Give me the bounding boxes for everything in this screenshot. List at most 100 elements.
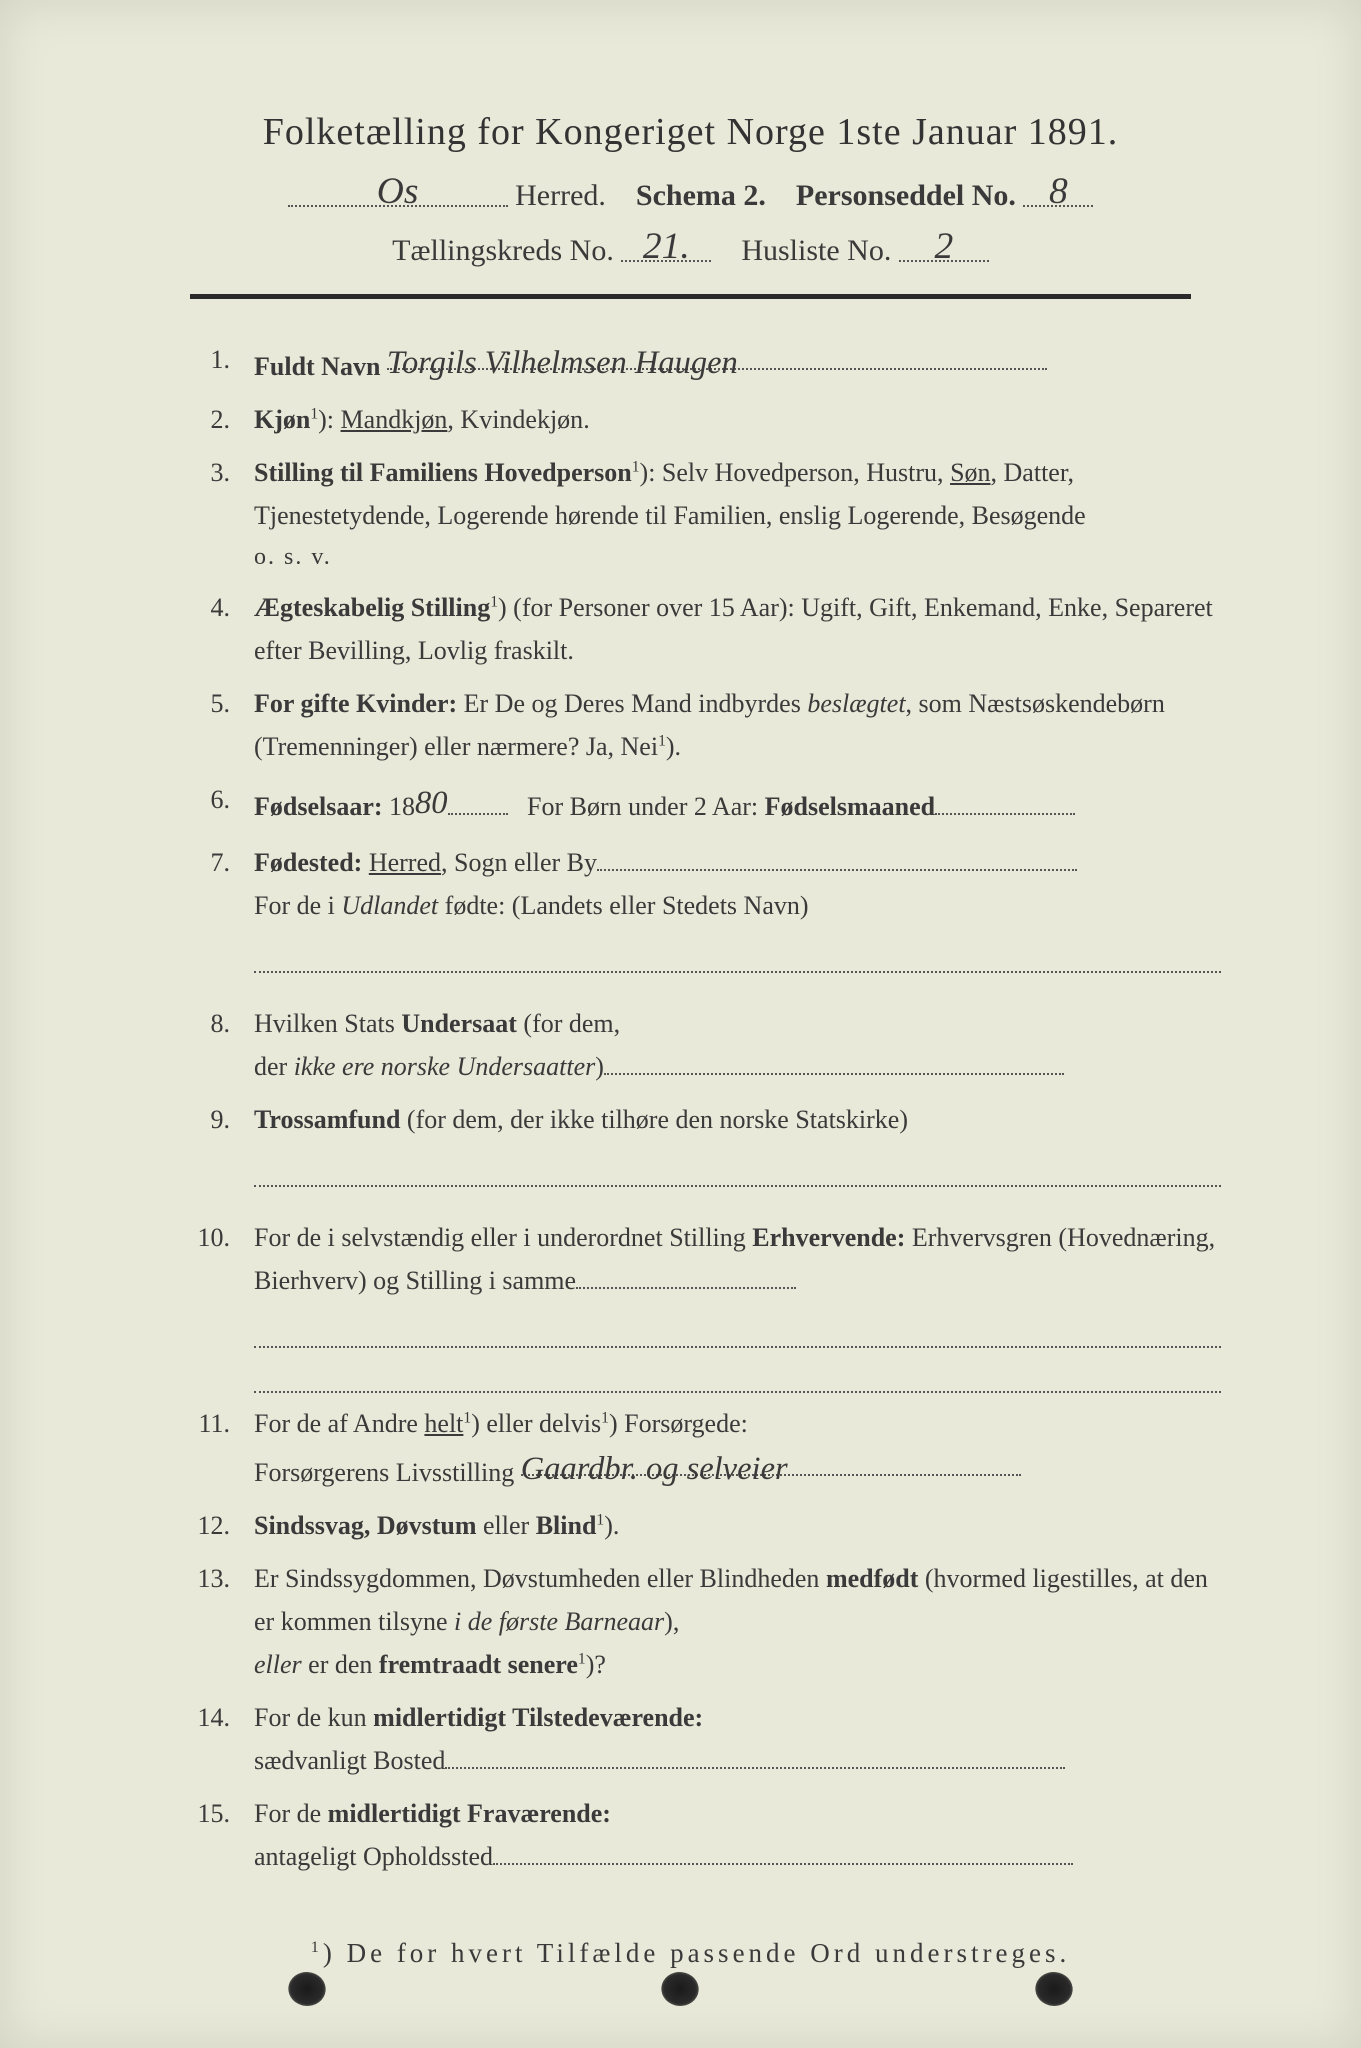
field-3-osv: o. s. v. [254, 538, 1221, 578]
husliste-value: 2 [934, 226, 953, 267]
field-number: 7. [160, 842, 254, 885]
field-3-label: Stilling til Familiens Hovedperson [254, 458, 632, 487]
field-11-text2: ) eller delvis [471, 1409, 601, 1438]
field-2-underlined: Mandkjøn [341, 405, 448, 434]
herred-value: Os [377, 171, 419, 212]
field-9-text: (for dem, der ikke tilhøre den norske St… [400, 1105, 908, 1134]
field-6-birthyear: 6. Fødselsaar: 1880 For Børn under 2 Aar… [160, 779, 1221, 833]
kreds-label: Tællingskreds No. [392, 234, 614, 267]
field-4-marital: 4. Ægteskabelig Stilling1) (for Personer… [160, 587, 1221, 673]
field-14-text: For de kun [254, 1703, 373, 1732]
field-13-bold1: medfødt [826, 1564, 918, 1593]
binding-holes [0, 1972, 1361, 2006]
field-14-bold: midlertidigt Tilstedeværende: [373, 1703, 703, 1732]
footnote-ref: 1 [658, 732, 666, 749]
personseddel-label: Personseddel No. [796, 179, 1016, 212]
field-5-related: 5. For gifte Kvinder: Er De og Deres Man… [160, 683, 1221, 769]
field-number: 3. [160, 452, 254, 495]
field-5-text1: Er De og Deres Mand indbyrdes [457, 689, 807, 718]
field-10-label: Erhvervende: [752, 1223, 905, 1252]
footnote-ref: 1 [310, 405, 318, 422]
field-12-text: eller [477, 1511, 536, 1540]
header-line-1: Os Herred. Schema 2. Personseddel No. 8 [160, 172, 1221, 213]
footnote-text: ) De for hvert Tilfælde passende Ord und… [323, 1938, 1070, 1968]
field-14-line2: sædvanligt Bosted [254, 1746, 445, 1775]
dotted-line [254, 932, 1221, 973]
hole-icon [287, 1970, 327, 2007]
field-8-label: Undersaat [401, 1009, 517, 1038]
field-7-label: Fødested: [254, 848, 362, 877]
field-6-year-value: 80 [415, 785, 448, 821]
field-11-value: Gaardbr. og selveier [521, 1451, 788, 1487]
field-13-text3: ), [664, 1607, 679, 1636]
field-number: 12. [160, 1505, 254, 1548]
field-11-text1: For de af Andre [254, 1409, 424, 1438]
footnote-ref: 1 [490, 594, 498, 611]
hole-icon [660, 1970, 700, 2007]
field-8-line2-italic: ikke ere norske Undersaatter [294, 1052, 596, 1081]
field-number: 9. [160, 1099, 254, 1142]
header-line-2: Tællingskreds No. 21. Husliste No. 2 [160, 227, 1221, 268]
field-11-text3: ) Forsørgede: [609, 1409, 748, 1438]
field-1-value: Torgils Vilhelmsen Haugen [387, 345, 738, 381]
field-6-year-prefix: 18 [389, 792, 415, 821]
census-form-page: Folketælling for Kongeriget Norge 1ste J… [0, 0, 1361, 2048]
field-2-option2: Kvindekjøn [460, 405, 583, 434]
field-number: 15. [160, 1793, 254, 1836]
field-6-label: Fødselsaar: [254, 792, 383, 821]
dotted-line [254, 1307, 1221, 1348]
footnote-ref: 1 [632, 458, 640, 475]
field-5-label: For gifte Kvinder: [254, 689, 457, 718]
footnote-ref: 1 [601, 1409, 609, 1426]
field-4-label: Ægteskabelig Stilling [254, 593, 490, 622]
field-15-bold: midlertidigt Fraværende: [328, 1799, 611, 1828]
field-number: 1. [160, 339, 254, 382]
field-11-line2-label: Forsørgerens Livsstilling [254, 1458, 514, 1487]
field-12-disability: 12. Sindssvag, Døvstum eller Blind1). [160, 1505, 1221, 1548]
form-fields: 1. Fuldt Navn Torgils Vilhelmsen Haugen … [160, 339, 1221, 1878]
field-7-line2-italic: Udlandet [341, 891, 438, 920]
husliste-label: Husliste No. [741, 234, 891, 267]
field-9-religion: 9. Trossamfund (for dem, der ikke tilhør… [160, 1099, 1221, 1187]
field-8-text1: Hvilken Stats [254, 1009, 401, 1038]
field-13-line2-bold: fremtraadt senere [379, 1650, 578, 1679]
field-1-name: 1. Fuldt Navn Torgils Vilhelmsen Haugen [160, 339, 1221, 389]
footnote-sup: 1 [311, 1938, 323, 1956]
field-11-provider: 11. For de af Andre helt1) eller delvis1… [160, 1403, 1221, 1496]
field-14-present: 14. For de kun midlertidigt Tilstedevære… [160, 1697, 1221, 1783]
kreds-value: 21. [643, 226, 690, 267]
field-number: 6. [160, 779, 254, 822]
dotted-line [254, 1146, 1221, 1187]
field-7-text: , Sogn eller By [441, 848, 597, 877]
field-number: 5. [160, 683, 254, 726]
field-10-occupation: 10. For de i selvstændig eller i underor… [160, 1217, 1221, 1393]
field-1-label: Fuldt Navn [254, 352, 380, 381]
field-12-label: Sindssvag, Døvstum [254, 1511, 477, 1540]
field-15-text: For de [254, 1799, 328, 1828]
field-8-text2: (for dem, [517, 1009, 620, 1038]
field-number: 13. [160, 1558, 254, 1601]
form-title: Folketælling for Kongeriget Norge 1ste J… [160, 110, 1221, 154]
dotted-line [254, 1352, 1221, 1393]
field-number: 14. [160, 1697, 254, 1740]
field-7-birthplace: 7. Fødested: Herred, Sogn eller By For d… [160, 842, 1221, 973]
field-13-text1: Er Sindssygdommen, Døvstumheden eller Bl… [254, 1564, 826, 1593]
field-8-citizenship: 8. Hvilken Stats Undersaat (for dem, der… [160, 1003, 1221, 1089]
field-8-line2-close: ) [595, 1052, 604, 1081]
hole-icon [1034, 1970, 1074, 2007]
field-5-trailing: ). [666, 732, 681, 761]
field-number: 4. [160, 587, 254, 630]
field-8-line2-prefix: der [254, 1052, 294, 1081]
field-6-text2: For Børn under 2 Aar: [527, 792, 765, 821]
field-11-underlined1: helt [424, 1409, 463, 1438]
field-7-line2-prefix: For de i [254, 891, 341, 920]
field-9-label: Trossamfund [254, 1105, 400, 1134]
field-3-underlined: Søn [950, 458, 990, 487]
field-7-line2-text: fødte: (Landets eller Stedets Navn) [438, 891, 808, 920]
field-7-underlined: Herred [369, 848, 441, 877]
field-2-sep: ): [318, 405, 340, 434]
field-number: 2. [160, 399, 254, 442]
footnote: 1) De for hvert Tilfælde passende Ord un… [160, 1938, 1221, 1969]
field-2-sex: 2. Kjøn1): Mandkjøn, Kvindekjøn. [160, 399, 1221, 442]
field-13-line2-trailing: )? [586, 1650, 606, 1679]
